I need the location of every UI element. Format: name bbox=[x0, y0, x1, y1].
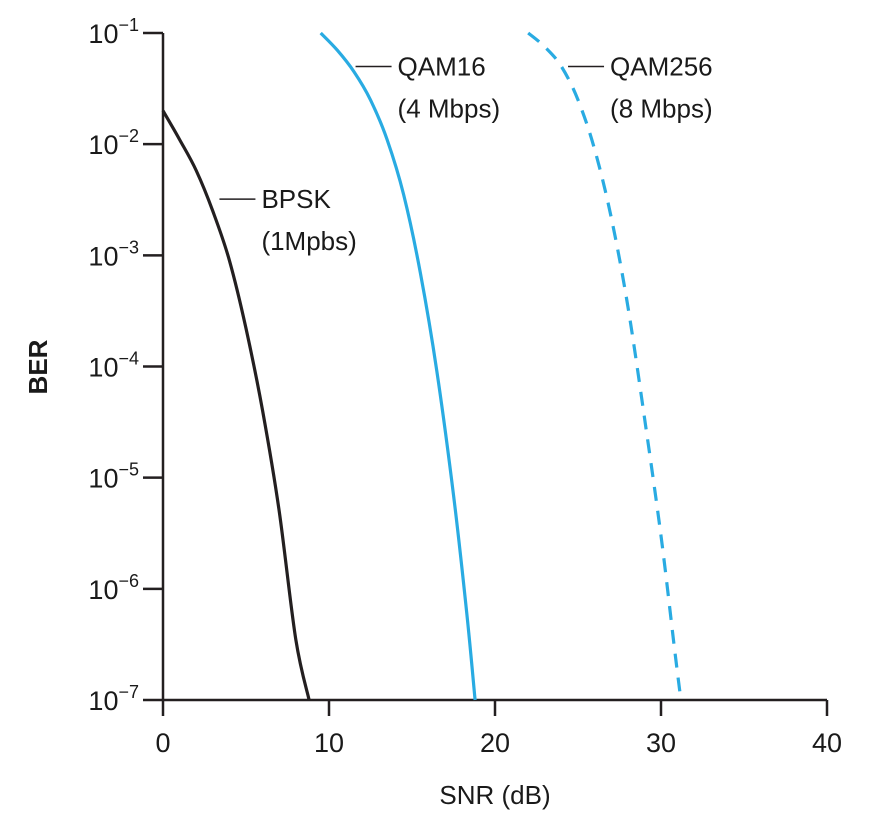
y-tick-base: 10 bbox=[88, 241, 118, 271]
y-tick-exponent: −4 bbox=[118, 349, 139, 369]
y-tick-exponent: −1 bbox=[118, 15, 139, 35]
series-label-qam256: QAM256 (8 Mbps) bbox=[568, 51, 713, 123]
x-tick-label: 30 bbox=[646, 728, 676, 758]
series-label-text: (1Mpbs) bbox=[261, 226, 356, 256]
series-label-layer: BPSK (1Mpbs) QAM16 (4 Mbps) QAM256 (8 Mbps) bbox=[219, 51, 713, 256]
x-tick-label: 40 bbox=[812, 728, 842, 758]
y-tick-exponent: −5 bbox=[118, 460, 139, 480]
x-tick-label: 10 bbox=[314, 728, 344, 758]
y-tick-base: 10 bbox=[88, 575, 118, 605]
y-tick-label: 10−3 bbox=[88, 237, 139, 271]
x-tick-label: 0 bbox=[155, 728, 170, 758]
y-tick-base: 10 bbox=[88, 686, 118, 716]
y-tick-base: 10 bbox=[88, 353, 118, 383]
x-axis-title: SNR (dB) bbox=[439, 780, 550, 810]
y-tick-exponent: −7 bbox=[118, 682, 139, 702]
x-tick-label: 20 bbox=[480, 728, 510, 758]
series-line-qam256 bbox=[527, 31, 683, 701]
series-line-qam16 bbox=[319, 31, 477, 701]
y-tick-base: 10 bbox=[88, 130, 118, 160]
y-axis-ticks: 10−110−210−310−410−510−610−7 bbox=[88, 15, 163, 716]
y-tick-label: 10−1 bbox=[88, 15, 139, 49]
series-layer bbox=[161, 31, 683, 701]
series-label-text: QAM16 bbox=[398, 51, 486, 81]
series-label-text: (4 Mbps) bbox=[398, 93, 501, 123]
series-label-text: (8 Mbps) bbox=[610, 93, 713, 123]
x-axis-ticks: 0 10 20 30 40 bbox=[155, 700, 842, 758]
y-tick-label: 10−4 bbox=[88, 349, 139, 383]
series-label-text: QAM256 bbox=[610, 51, 713, 81]
series-label-qam16: QAM16 (4 Mbps) bbox=[355, 51, 501, 123]
y-tick-exponent: −3 bbox=[118, 237, 139, 257]
y-tick-label: 10−5 bbox=[88, 460, 139, 494]
chart-axes: 10−110−210−310−410−510−610−7 0 10 20 30 40 bbox=[88, 15, 842, 758]
y-tick-exponent: −2 bbox=[118, 126, 139, 146]
y-axis-title: BER bbox=[23, 339, 53, 394]
y-tick-label: 10−2 bbox=[88, 126, 139, 160]
series-label-text: BPSK bbox=[261, 184, 331, 214]
y-tick-base: 10 bbox=[88, 464, 118, 494]
series-line-bpsk bbox=[161, 109, 311, 701]
y-tick-label: 10−7 bbox=[88, 682, 139, 716]
y-tick-base: 10 bbox=[88, 19, 118, 49]
y-tick-exponent: −6 bbox=[118, 571, 139, 591]
y-tick-label: 10−6 bbox=[88, 571, 139, 605]
series-label-bpsk: BPSK (1Mpbs) bbox=[219, 184, 357, 256]
